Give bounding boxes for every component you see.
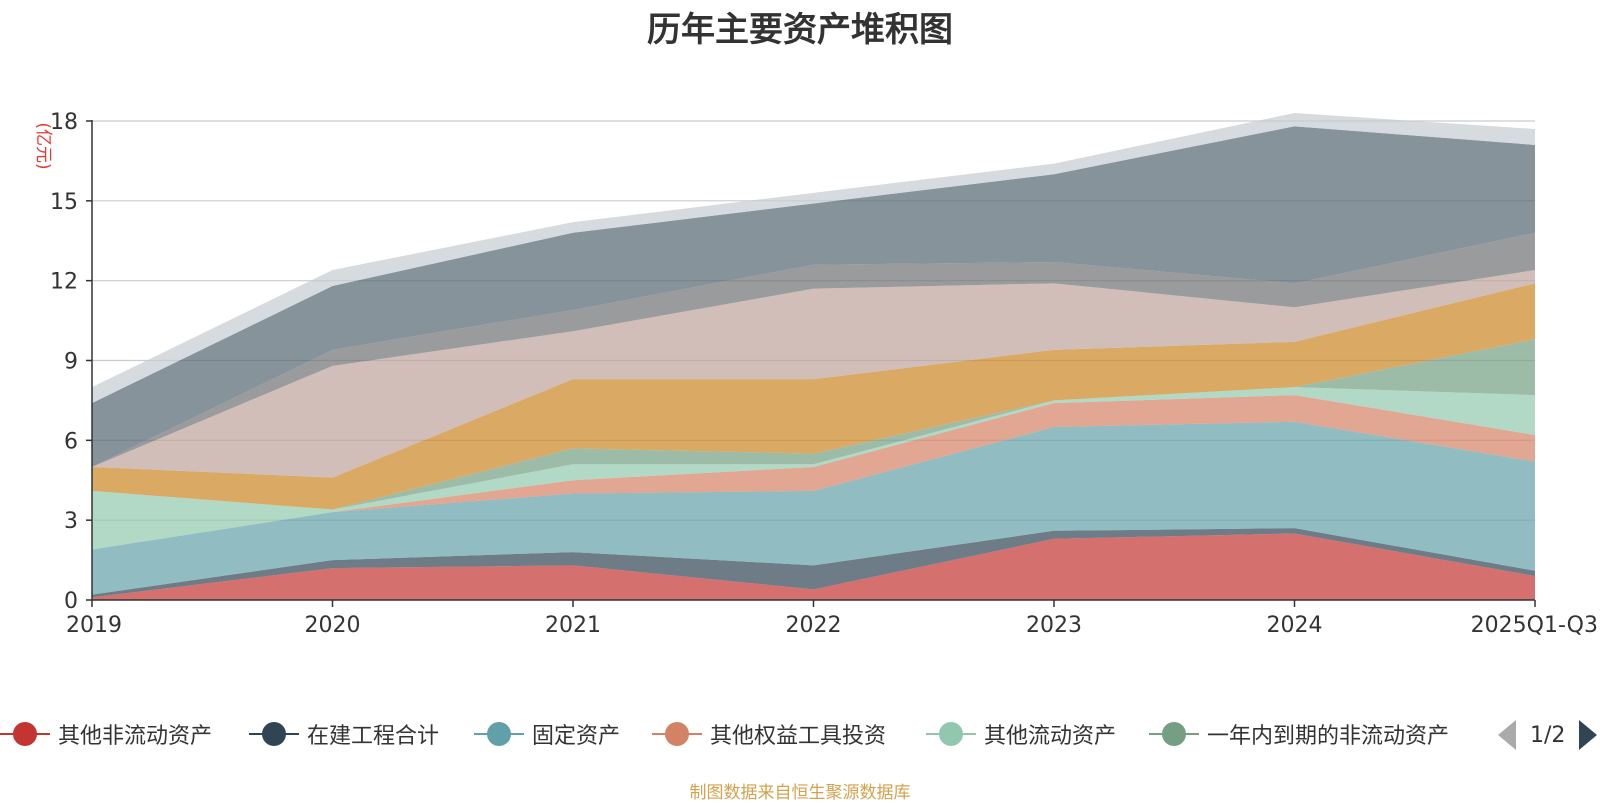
chart-plot: 0 3 6 9 12 15 18 2019 2020 2021 2022 2023 2024 2025Q1… — [33, 110, 1598, 638]
chart-title: 历年主要资产堆积图 — [647, 10, 953, 50]
legend-label: 在建工程合计 — [307, 724, 440, 749]
y-tick-label: 3 — [64, 509, 78, 534]
y-tick-label: 12 — [50, 270, 78, 295]
x-tick-label: 2025Q1-Q3 — [1471, 613, 1598, 638]
y-axis-unit-label: (亿元) — [33, 122, 53, 169]
area-series-2 — [92, 528, 1535, 598]
legend-pagination: 1/2 — [1498, 718, 1598, 752]
x-tick-label: 2022 — [786, 613, 842, 638]
area-series-8 — [92, 270, 1535, 478]
x-tick-label: 2024 — [1267, 613, 1323, 638]
legend-marker-icon — [474, 722, 524, 746]
legend-label: 一年内到期的非流动资产 — [1207, 724, 1450, 749]
area-series-4 — [92, 395, 1535, 550]
y-tick-label: 0 — [64, 589, 78, 614]
legend-item[interactable]: 其他非流动资产 — [0, 712, 212, 756]
legend-page-indicator: 1/2 — [1530, 722, 1566, 748]
legend-item[interactable]: 其他权益工具投资 — [652, 712, 886, 756]
x-tick-label: 2023 — [1026, 613, 1082, 638]
x-tick-label: 2019 — [66, 613, 122, 638]
legend-label: 固定资产 — [532, 724, 621, 749]
y-tick-label: 9 — [64, 350, 78, 375]
legend-prev-page-icon[interactable] — [1498, 720, 1516, 750]
area-series-9 — [92, 232, 1535, 467]
area-series-10 — [92, 126, 1535, 467]
legend-item[interactable]: 一年内到期的非流动资产 — [1149, 712, 1449, 756]
x-tick-label: 2021 — [545, 613, 601, 638]
legend-item[interactable]: 在建工程合计 — [249, 712, 439, 756]
legend-label: 其他流动资产 — [984, 724, 1117, 749]
legend-marker-icon — [249, 722, 299, 746]
legend-marker-icon — [1149, 722, 1199, 746]
legend-marker-icon — [926, 722, 976, 746]
area-series-7 — [92, 283, 1535, 510]
y-tick-label: 18 — [50, 110, 78, 135]
y-tick-label: 6 — [64, 429, 78, 454]
legend-item[interactable]: 其他流动资产 — [926, 712, 1116, 756]
y-tick-label: 15 — [50, 190, 78, 215]
area-series-5 — [92, 387, 1535, 550]
legend: 其他非流动资产 在建工程合计 固定资产 其他权益工具投资 其他流动资产 一年内到期的非流动… — [0, 712, 1600, 756]
x-tick-label: 2020 — [305, 613, 361, 638]
legend-next-page-icon[interactable] — [1579, 720, 1598, 750]
area-series-3 — [92, 421, 1535, 595]
legend-label: 其他权益工具投资 — [710, 724, 887, 749]
legend-marker-icon — [652, 722, 702, 746]
legend-marker-icon — [0, 722, 50, 746]
source-note: 制图数据来自恒生聚源数据库 — [689, 783, 911, 803]
legend-item[interactable]: 固定资产 — [474, 712, 620, 756]
legend-label: 其他非流动资产 — [58, 724, 213, 749]
area-series-1 — [92, 533, 1535, 600]
